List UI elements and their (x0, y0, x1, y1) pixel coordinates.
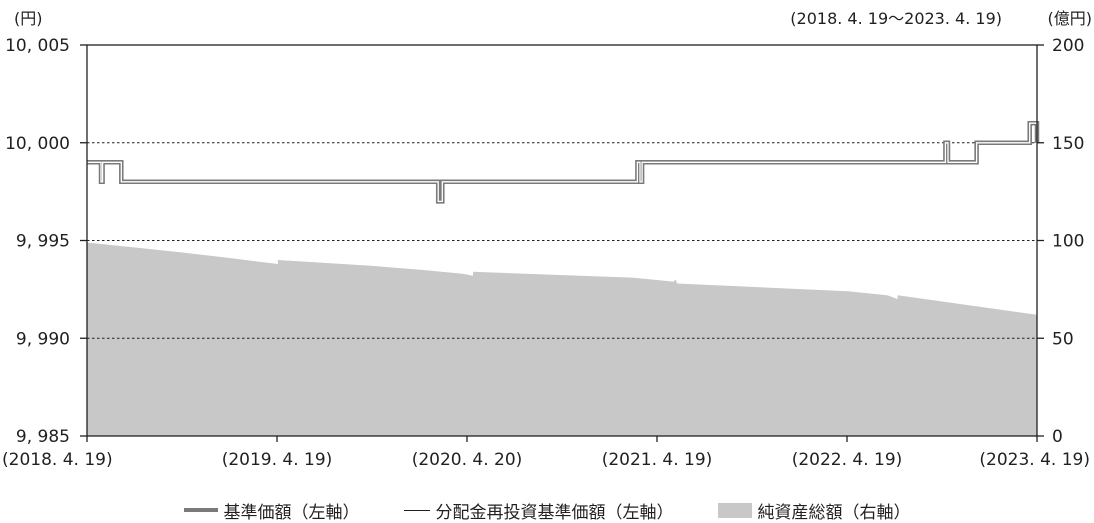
right-tick-label-2: 100 (1052, 232, 1084, 252)
left-tick-label-1: 10, 000 (5, 134, 70, 154)
reinvested-nav-line (87, 122, 1038, 203)
x-tick-label-1: (2019. 4. 19) (222, 450, 333, 470)
legend-label-reinvested: 分配金再投資基準価額（左軸） (435, 502, 674, 523)
x-tick-label-3: (2021. 4. 19) (602, 450, 713, 470)
legend-item-nav: 基準価額（左軸） (183, 498, 360, 523)
grid-lines (87, 142, 1037, 339)
legend-swatch-reinvested (403, 509, 430, 511)
left-tick-label-2: 9, 995 (16, 232, 70, 252)
x-axis-ticks: (2018. 4. 19) (2019. 4. 19) (2020. 4. 20) (… (2, 436, 1090, 470)
legend-item-reinvested: 分配金再投資基準価額（左軸） (403, 498, 674, 523)
legend: 基準価額（左軸） 分配金再投資基準価額（左軸） 純資産総額（右軸） (0, 498, 1094, 523)
right-axis-ticks: 200 150 100 50 0 (1037, 36, 1084, 447)
chart-canvas: 10, 005 10, 000 9, 995 9, 990 9, 985 200 150 1… (2, 9, 1093, 470)
x-tick-label-0: (2018. 4. 19) (2, 450, 113, 470)
x-tick-label-4: (2022. 4. 19) (792, 450, 903, 470)
right-axis-unit: (億円) (1048, 9, 1093, 28)
left-axis-unit: (円) (14, 9, 43, 28)
legend-label-nav: 基準価額（左軸） (223, 502, 360, 523)
left-tick-label-0: 10, 005 (5, 36, 70, 56)
net-assets-area (87, 242, 1037, 436)
right-tick-label-1: 150 (1052, 134, 1084, 154)
left-axis-ticks: 10, 005 10, 000 9, 995 9, 990 9, 985 (5, 36, 87, 447)
left-tick-label-4: 9, 985 (16, 427, 70, 447)
right-tick-label-0: 200 (1052, 36, 1084, 56)
legend-item-net-assets: 純資産総額（右軸） (717, 498, 911, 523)
legend-swatch-nav (183, 508, 218, 512)
legend-label-net-assets: 純資産総額（右軸） (757, 502, 911, 523)
period-label: (2018. 4. 19〜2023. 4. 19) (790, 9, 1002, 28)
right-tick-label-4: 0 (1052, 427, 1063, 447)
x-tick-label-2: (2020. 4. 20) (412, 450, 523, 470)
legend-swatch-net-assets (717, 502, 752, 518)
x-tick-label-5: (2023. 4. 19) (979, 450, 1090, 470)
right-tick-label-3: 50 (1052, 329, 1074, 349)
left-tick-label-3: 9, 990 (16, 329, 70, 349)
